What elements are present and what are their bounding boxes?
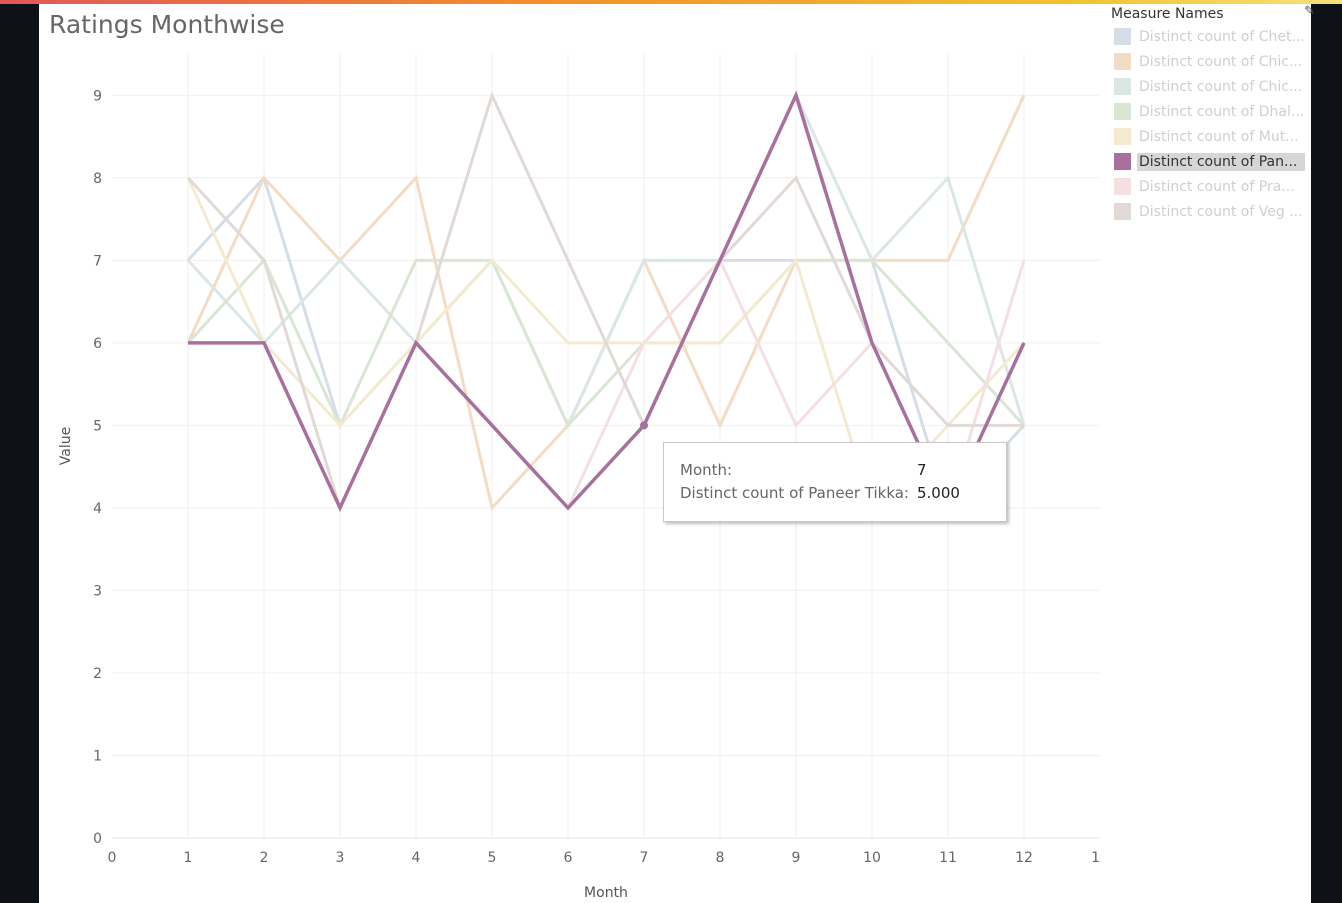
x-tick-label: 4: [412, 850, 421, 866]
legend-edit-icon[interactable]: ✎: [1304, 4, 1315, 19]
x-tick-label: 1: [184, 850, 193, 866]
y-tick-label: 5: [93, 418, 102, 434]
legend-swatch: [1114, 28, 1131, 45]
tooltip-measure-label: Distinct count of Paneer Tikka:: [680, 484, 909, 502]
y-tick-label: 9: [93, 88, 102, 104]
x-tick-label: 11: [939, 850, 957, 866]
legend-item[interactable]: Distinct count of Veg ...: [1111, 199, 1305, 224]
legend-item[interactable]: Distinct count of Chic...: [1111, 74, 1305, 99]
legend-item[interactable]: Distinct count of Chic...: [1111, 49, 1305, 74]
y-tick-label: 6: [93, 336, 102, 352]
legend-label: Distinct count of Chic...: [1139, 53, 1303, 70]
top-accent-bar: [0, 0, 1342, 4]
legend-item[interactable]: Distinct count of Chet...: [1111, 24, 1305, 49]
x-tick-label: 8: [716, 850, 725, 866]
series-line: [186, 91, 1024, 513]
legend-swatch: [1114, 78, 1131, 95]
legend-item[interactable]: Distinct count of Pan...: [1111, 149, 1305, 174]
y-tick-label: 8: [93, 171, 102, 187]
x-axis-label: Month: [584, 885, 628, 901]
legend-label: Distinct count of Pra...: [1139, 178, 1295, 195]
x-tick-label: 12: [1015, 850, 1033, 866]
legend-title: Measure Names: [1111, 6, 1224, 22]
legend-label: Distinct count of Dhal...: [1139, 103, 1305, 120]
legend-swatch: [1114, 178, 1131, 195]
tooltip-measure-value: 5.000: [917, 484, 960, 502]
legend-item[interactable]: Distinct count of Mut...: [1111, 124, 1305, 149]
highlight-point: [640, 421, 648, 430]
legend-label: Distinct count of Chic...: [1139, 78, 1303, 95]
tooltip-month-label: Month:: [680, 461, 733, 479]
y-tick-label: 0: [93, 831, 102, 847]
legend-swatch: [1114, 153, 1131, 170]
tooltip-month-value: 7: [917, 461, 927, 479]
y-axis-label: Value: [58, 427, 74, 465]
x-tick-label: 2: [260, 850, 269, 866]
x-tick-label: 0: [108, 850, 117, 866]
series-line: [188, 90, 1026, 513]
x-tick-label: 5: [488, 850, 497, 866]
x-tick-label: 10: [863, 850, 881, 866]
x-tick-label: 7: [640, 850, 649, 866]
legend-label: Distinct count of Pan...: [1137, 152, 1305, 171]
legend-item[interactable]: Distinct count of Pra...: [1111, 174, 1305, 199]
legend-swatch: [1114, 128, 1131, 145]
legend-swatch: [1114, 203, 1131, 220]
y-tick-label: 4: [93, 501, 102, 517]
legend-label: Distinct count of Chet...: [1139, 28, 1305, 45]
x-tick-label: 9: [792, 850, 801, 866]
tooltip: Month: 7 Distinct count of Paneer Tikka:…: [663, 442, 1007, 522]
chart-title: Ratings Monthwise: [49, 10, 285, 39]
legend-label: Distinct count of Veg ...: [1139, 203, 1303, 220]
legend-label: Distinct count of Mut...: [1139, 128, 1299, 145]
series-line: [186, 257, 1026, 429]
x-tick-label: 13: [1091, 850, 1101, 866]
legend: Measure Names ✎ Distinct count of Chet..…: [1111, 4, 1315, 224]
y-tick-label: 3: [93, 583, 102, 599]
y-tick-label: 7: [93, 253, 102, 269]
x-tick-label: 3: [336, 850, 345, 866]
legend-swatch: [1114, 103, 1131, 120]
y-tick-label: 1: [93, 748, 102, 764]
worksheet-canvas: Ratings Monthwise 0123456789101112130123…: [39, 4, 1315, 903]
x-tick-label: 6: [564, 850, 573, 866]
y-tick-label: 2: [93, 666, 102, 682]
legend-swatch: [1114, 53, 1131, 70]
legend-item[interactable]: Distinct count of Dhal...: [1111, 99, 1305, 124]
